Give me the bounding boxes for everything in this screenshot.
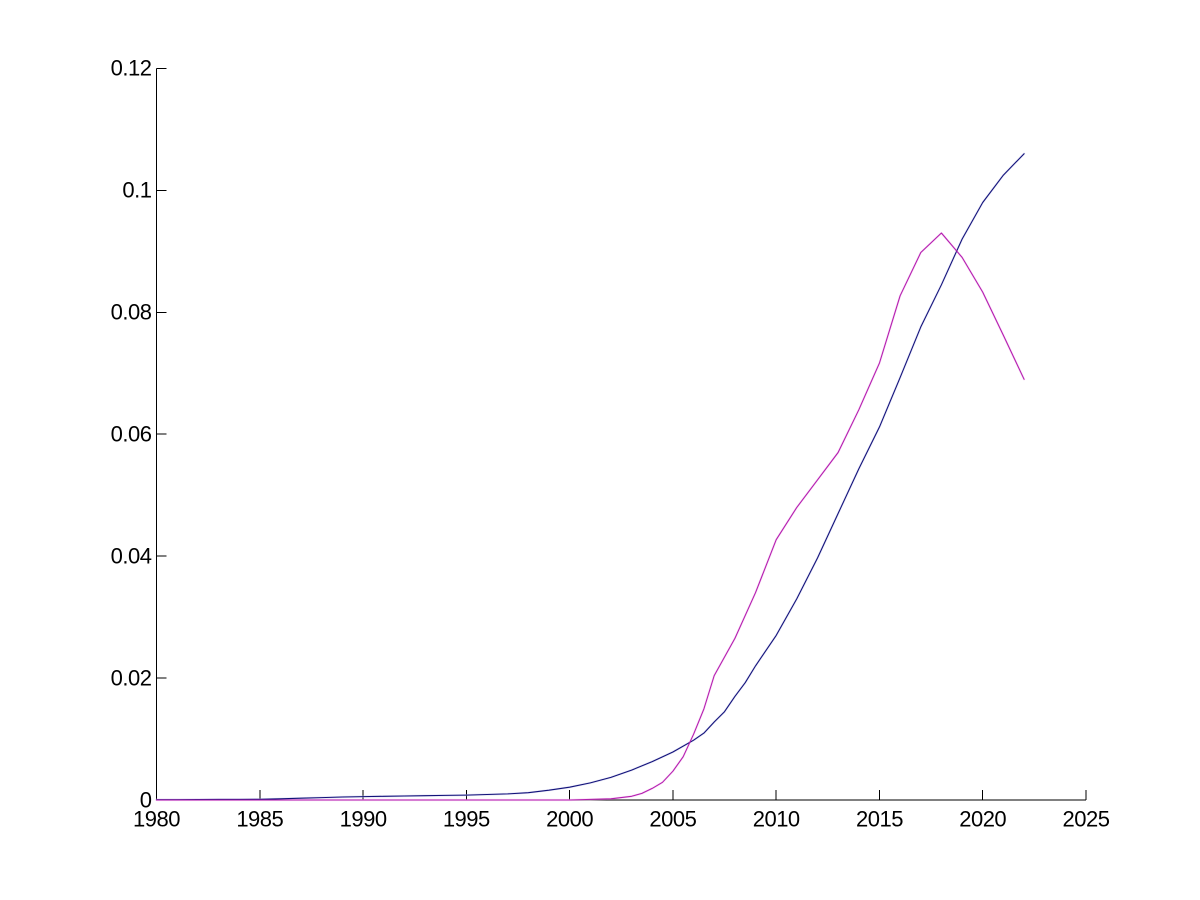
svg-text:0: 0 bbox=[140, 787, 152, 812]
svg-text:2010: 2010 bbox=[753, 807, 800, 832]
svg-text:2025: 2025 bbox=[1063, 807, 1110, 832]
svg-text:2005: 2005 bbox=[649, 807, 696, 832]
svg-text:0.08: 0.08 bbox=[111, 300, 152, 325]
svg-text:0.1: 0.1 bbox=[122, 178, 151, 203]
svg-text:1985: 1985 bbox=[236, 807, 283, 832]
svg-text:2015: 2015 bbox=[856, 807, 903, 832]
svg-text:0.02: 0.02 bbox=[111, 665, 152, 690]
svg-text:1995: 1995 bbox=[443, 807, 490, 832]
svg-text:0.04: 0.04 bbox=[111, 543, 152, 568]
svg-text:0.06: 0.06 bbox=[111, 422, 152, 447]
svg-text:1990: 1990 bbox=[340, 807, 387, 832]
svg-text:2020: 2020 bbox=[959, 807, 1006, 832]
svg-text:0.12: 0.12 bbox=[111, 56, 152, 81]
svg-text:2000: 2000 bbox=[546, 807, 593, 832]
svg-text:1980: 1980 bbox=[133, 807, 180, 832]
